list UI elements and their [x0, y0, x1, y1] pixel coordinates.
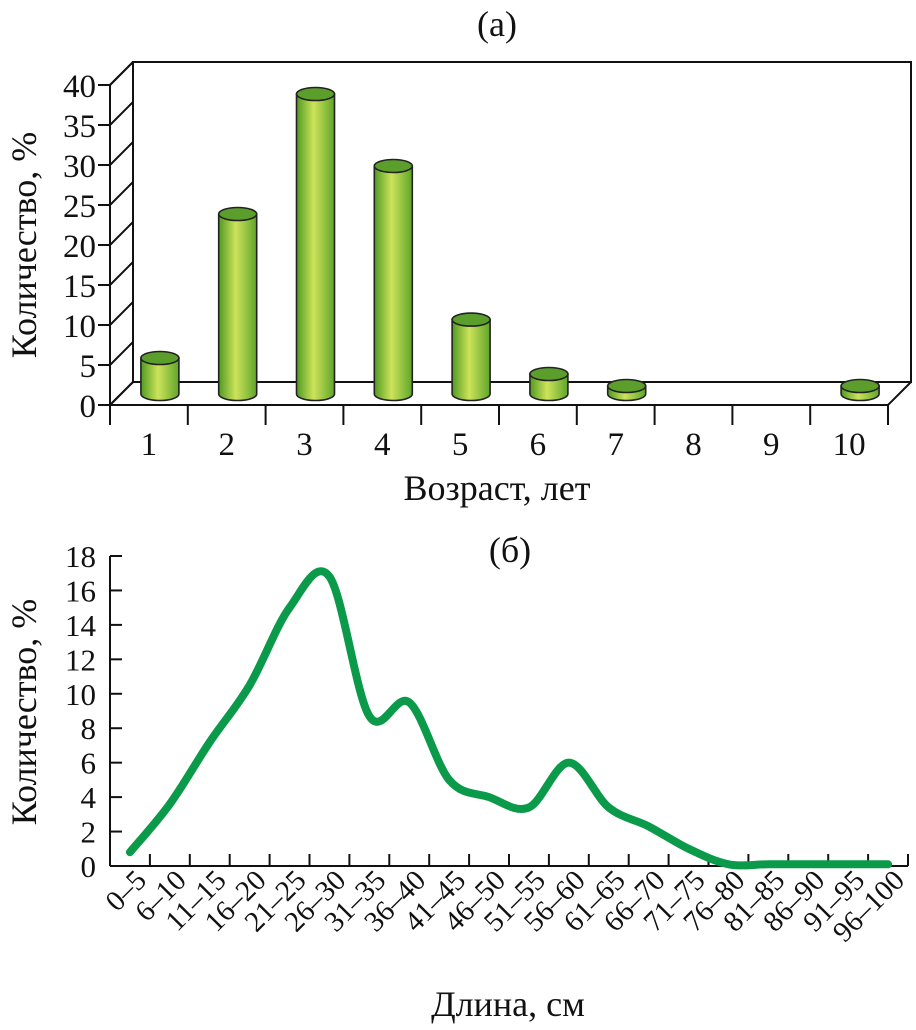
data-point-0–5 — [129, 852, 130, 853]
bar-top — [140, 350, 180, 366]
x-tick-label: 2 — [218, 427, 235, 463]
x-tick-label: 4 — [374, 427, 391, 463]
y-tick-depth — [109, 181, 134, 206]
x-tick-label: 5 — [452, 427, 469, 463]
y-tick-label: 40 — [63, 69, 96, 105]
y-tick-label: 16 — [65, 573, 96, 608]
data-point-6–10 — [169, 804, 170, 805]
line-chart-series — [125, 567, 893, 870]
y-tick-label: 0 — [81, 849, 97, 884]
bar-1 — [140, 350, 180, 402]
data-point-51–55 — [528, 807, 529, 808]
bar-top — [529, 366, 569, 382]
bar-top — [840, 378, 880, 394]
y-tick-label: 30 — [63, 149, 96, 185]
bar-body — [373, 165, 414, 402]
x-tick-label: 8 — [685, 427, 702, 463]
y-tick-label: 0 — [80, 389, 97, 425]
y-tick-label: 12 — [65, 642, 96, 677]
data-point-41–45 — [449, 779, 450, 780]
bar-top — [606, 378, 647, 394]
y-tick-depth — [109, 341, 134, 366]
y-tick-label: 5 — [80, 349, 97, 385]
bar-10 — [840, 378, 880, 402]
data-point-91–95 — [848, 864, 849, 865]
x-tick-label: 3 — [296, 427, 313, 463]
bar-body — [140, 357, 180, 402]
bar-5 — [451, 312, 491, 402]
data-point-66–70 — [648, 826, 649, 827]
data-point-21–25 — [289, 607, 290, 608]
data-point-31–35 — [369, 716, 370, 717]
data-point-61–65 — [608, 807, 609, 808]
y-tick-label: 14 — [65, 608, 97, 643]
y-tick-depth — [109, 301, 134, 326]
y-tick-depth — [109, 141, 134, 166]
y-tick-label: 25 — [63, 189, 96, 225]
x-tick-label: 10 — [833, 427, 866, 463]
bar-chart-x-axis-title: Возраст, лет — [404, 468, 591, 508]
y-tick-label: 20 — [63, 229, 96, 265]
data-point-86–90 — [808, 864, 809, 865]
line-chart-x-axis: 0–56–1011–1516–2021–2526–3031–3536–4041–… — [99, 854, 911, 948]
bar-body — [451, 318, 491, 402]
line-chart-x-axis-title: Длина, см — [431, 984, 585, 1024]
y-tick-label: 4 — [81, 780, 97, 815]
data-point-26–30 — [329, 576, 330, 577]
bar-3 — [295, 86, 336, 402]
y-tick-depth — [109, 381, 134, 406]
data-point-81–85 — [768, 864, 769, 865]
bar-body — [217, 213, 258, 402]
bar-body — [295, 93, 336, 402]
y-tick-label: 18 — [65, 539, 96, 574]
y-tick-label: 15 — [63, 269, 96, 305]
y-tick-depth — [109, 101, 134, 126]
line-chart-y-axis-title: Количество, % — [4, 599, 44, 825]
data-point-36–40 — [409, 702, 410, 703]
y-tick-depth — [109, 261, 134, 286]
y-tick-label: 10 — [65, 677, 96, 712]
panel-a-label: (а) — [477, 4, 517, 44]
data-point-96–100 — [888, 864, 889, 865]
bar-7 — [606, 378, 647, 402]
data-point-71–75 — [688, 848, 689, 849]
bar-body — [529, 373, 569, 402]
bar-chart-x-axis: 1 2 3 4 5 6 7 8 9 10 — [109, 405, 889, 463]
data-point-11–15 — [209, 742, 210, 743]
bar-top — [451, 312, 491, 327]
panel-b-label: (б) — [489, 530, 531, 570]
bar-chart-bars — [140, 86, 880, 402]
data-point-16–20 — [249, 685, 250, 686]
bar-top — [217, 206, 258, 222]
y-tick-label: 35 — [63, 109, 96, 145]
y-tick-label: 10 — [63, 309, 96, 345]
bar-4 — [373, 158, 414, 402]
y-tick-label: 6 — [81, 746, 97, 781]
data-point-56–60 — [568, 762, 569, 763]
y-tick-depth — [109, 61, 134, 86]
y-tick-label: 2 — [81, 815, 97, 850]
bar-top — [373, 158, 414, 174]
x-tick-label: 6 — [530, 427, 547, 463]
data-point-46–50 — [489, 797, 490, 798]
length-distribution-line — [125, 567, 893, 870]
x-tick-label: 1 — [141, 427, 158, 463]
y-tick-label: 8 — [81, 711, 97, 746]
bar-6 — [529, 366, 569, 402]
data-point-76–80 — [728, 864, 729, 865]
y-tick-depth — [109, 221, 134, 246]
age-bar-chart: (а) 0 5 10 15 20 25 30 35 40 1 2 3 4 5 6 7 8 9 10 Количес… — [4, 4, 912, 508]
bar-2 — [217, 206, 258, 402]
bar-chart-y-axis-title: Количество, % — [4, 132, 44, 358]
bar-chart-y-axis: 0 5 10 15 20 25 30 35 40 — [63, 61, 134, 425]
bar-top — [295, 86, 336, 102]
x-tick-label: 9 — [763, 427, 780, 463]
x-tick-label: 7 — [607, 427, 624, 463]
